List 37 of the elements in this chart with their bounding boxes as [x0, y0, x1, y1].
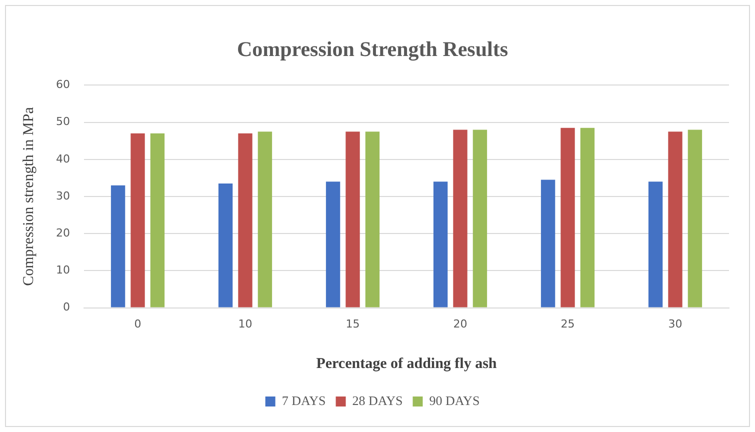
bar — [580, 128, 595, 308]
bar — [560, 128, 575, 308]
y-axis-title: Compression strength in MPa — [20, 106, 37, 286]
legend-label: 28 DAYS — [352, 392, 403, 408]
x-tick-label: 0 — [134, 317, 142, 330]
bar — [433, 182, 448, 308]
x-axis-title: Percentage of adding fly ash — [316, 356, 498, 372]
x-tick-label: 10 — [238, 317, 252, 330]
bar — [346, 132, 360, 308]
bar — [150, 133, 165, 308]
bar — [453, 130, 468, 308]
bar — [688, 130, 702, 308]
legend-label: 90 DAYS — [429, 392, 480, 408]
bar — [365, 132, 380, 308]
legend-label: 7 DAYS — [282, 392, 326, 408]
bar — [130, 133, 145, 308]
x-tick-label: 30 — [668, 317, 682, 330]
bar — [218, 184, 233, 308]
y-tick-label: 60 — [56, 78, 70, 92]
y-tick-label: 40 — [56, 152, 70, 166]
x-tick-label: 20 — [453, 317, 468, 330]
bar — [258, 132, 272, 308]
bar — [648, 182, 663, 308]
y-tick-label: 20 — [56, 226, 70, 240]
bar — [668, 132, 682, 308]
bar — [238, 133, 252, 308]
x-tick-label: 15 — [346, 317, 360, 330]
y-tick-label: 30 — [56, 189, 70, 202]
y-tick-label: 10 — [56, 264, 70, 277]
bar — [472, 130, 488, 308]
bar — [110, 185, 126, 308]
bar — [326, 182, 340, 308]
chart-title: Compression Strength Results — [236, 37, 508, 62]
bar — [540, 180, 556, 308]
x-tick-label: 25 — [560, 317, 575, 330]
y-tick-label: 0 — [62, 300, 70, 314]
y-tick-label: 50 — [56, 115, 70, 128]
